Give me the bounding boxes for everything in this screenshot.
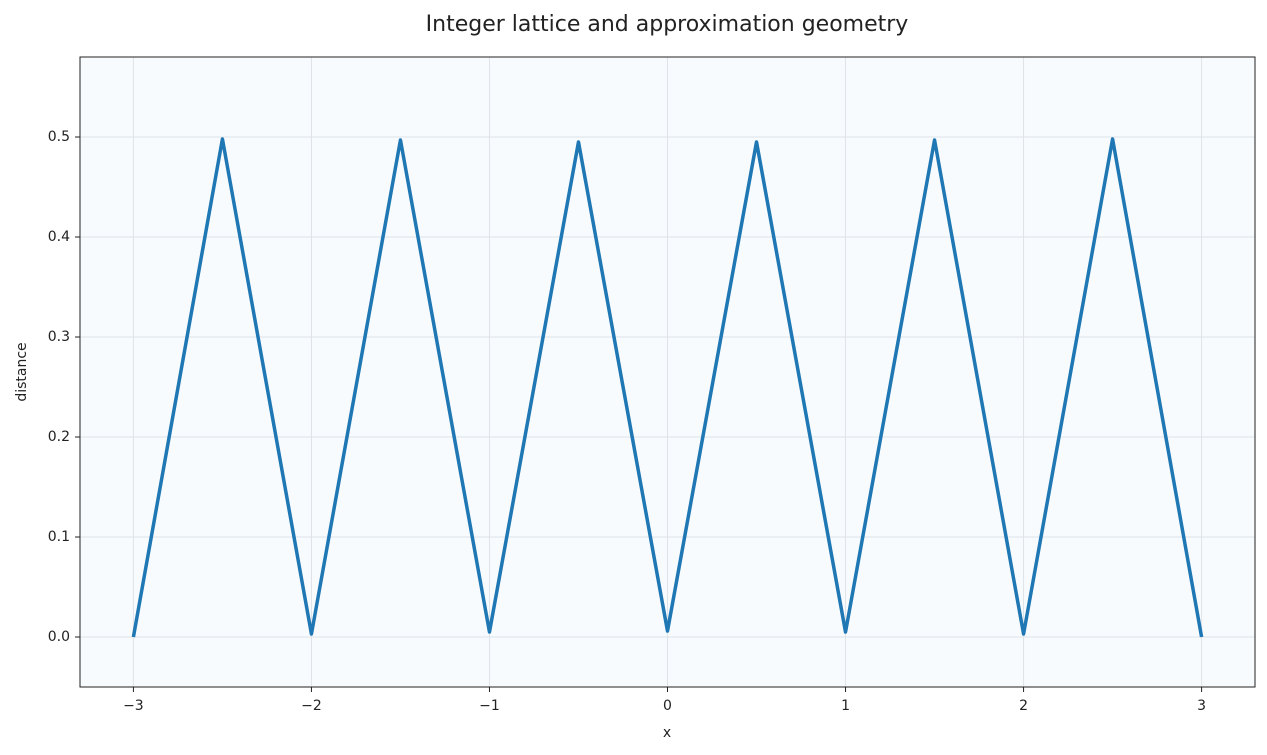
y-tick-label: 0.2 [48,429,70,445]
x-tick-label: 3 [1197,698,1206,714]
y-tick-label: 0.1 [48,529,70,545]
plot-frame [79,56,1256,688]
x-tick-label: 2 [1019,698,1028,714]
data-line [131,137,1204,638]
x-tick-label: −2 [301,698,322,714]
x-tick-label: −3 [123,698,144,714]
x-tick-label: −1 [479,698,500,714]
y-tick-label: 0.0 [48,629,70,645]
chart-title: Integer lattice and approximation geomet… [426,12,909,37]
x-tick-label: 0 [663,698,672,714]
x-axis-label: x [663,725,671,741]
y-tick-label: 0.4 [48,229,70,245]
x-tick-label: 1 [841,698,850,714]
y-tick-label: 0.3 [48,329,70,345]
y-tick-label: 0.5 [48,129,70,145]
y-axis-label: distance [14,342,30,401]
